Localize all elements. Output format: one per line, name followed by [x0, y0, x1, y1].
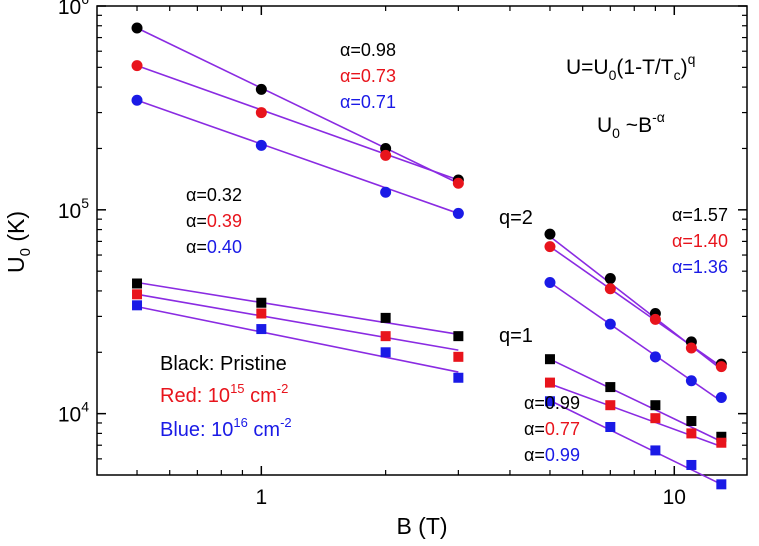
data-point-square	[132, 278, 143, 289]
alpha-group-left: α=0.32 α=0.39 α=0.40	[186, 185, 242, 257]
data-point-circle	[544, 241, 556, 253]
alpha-right-blue: α=1.36	[672, 257, 728, 277]
data-point-circle	[649, 351, 661, 363]
alpha-left-blue: α=0.40	[186, 237, 242, 257]
data-point-square	[650, 400, 661, 411]
alpha-top-red: α=0.73	[340, 66, 396, 86]
data-point-square	[686, 459, 697, 470]
data-point-square	[256, 324, 267, 335]
legend-black: Black: Pristine	[160, 353, 287, 375]
data-point-circle	[380, 186, 392, 198]
data-point-circle	[544, 276, 556, 288]
legend-red: Red: 1015 cm-2	[160, 381, 288, 407]
data-point-circle	[685, 375, 697, 387]
alpha-group-right-q2: α=1.57 α=1.40 α=1.36	[672, 205, 728, 277]
fit-line	[136, 99, 459, 215]
data-point-circle	[131, 94, 143, 106]
data-point-square	[716, 431, 727, 442]
y-tick-label: 105	[58, 195, 89, 223]
data-point-circle	[255, 83, 267, 95]
data-point-circle	[604, 318, 616, 330]
x-tick-label: 1	[255, 486, 267, 509]
y-axis-label: U0 (K)	[3, 211, 34, 273]
alpha-top-blue: α=0.71	[340, 92, 396, 112]
alpha-right-black: α=1.57	[672, 205, 728, 225]
data-point-circle	[604, 283, 616, 295]
data-point-square	[132, 300, 143, 311]
x-axis-label: B (T)	[396, 513, 447, 539]
formula-u: U=U0(1-T/Tc)q	[566, 51, 695, 83]
axis-ticks: 1 10 104 105 106	[58, 0, 747, 509]
fit-line	[136, 64, 459, 181]
legend-blue: Blue: 1016 cm-2	[160, 415, 292, 441]
data-point-square	[380, 312, 391, 323]
formula-u0: U0 ~B-α	[597, 109, 665, 141]
alpha-top-black: α=0.98	[340, 40, 396, 60]
data-point-square	[380, 331, 391, 342]
data-point-square	[544, 354, 555, 365]
data-point-square	[686, 416, 697, 427]
plot-frame	[96, 5, 748, 476]
y-tick-label: 106	[58, 0, 89, 19]
alpha-q1-red: α=0.77	[524, 419, 580, 439]
data-point-circle	[715, 361, 727, 373]
data-point-square	[453, 331, 464, 342]
data-point-square	[453, 351, 464, 362]
data-point-circle	[544, 228, 556, 240]
data-point-square	[650, 413, 661, 424]
data-point-circle	[685, 342, 697, 354]
q1-label: q=1	[499, 325, 533, 347]
data-point-square	[605, 382, 616, 393]
data-point-circle	[255, 139, 267, 151]
data-point-square	[453, 372, 464, 383]
q2-label: q=2	[499, 207, 533, 229]
alpha-right-red: α=1.40	[672, 231, 728, 251]
fit-line	[136, 305, 459, 373]
data-point-square	[256, 297, 267, 308]
data-point-circle	[452, 207, 464, 219]
alpha-q1-blue: α=0.99	[524, 445, 580, 465]
data-points	[131, 22, 727, 490]
data-point-circle	[452, 177, 464, 189]
data-point-circle	[604, 273, 616, 285]
fit-line	[549, 399, 722, 486]
data-point-circle	[380, 149, 392, 161]
data-point-square	[716, 479, 727, 490]
data-point-square	[716, 437, 727, 448]
data-point-circle	[715, 392, 727, 404]
alpha-q1-black: α=0.99	[524, 393, 580, 413]
x-tick-label: 10	[663, 486, 686, 509]
fit-line	[136, 281, 459, 336]
data-point-circle	[255, 107, 267, 119]
data-point-square	[605, 400, 616, 411]
alpha-left-red: α=0.39	[186, 211, 242, 231]
data-point-square	[256, 308, 267, 319]
data-point-square	[605, 421, 616, 432]
alpha-left-black: α=0.32	[186, 185, 242, 205]
alpha-group-right-q1: α=0.99 α=0.77 α=0.99	[524, 393, 580, 465]
alpha-group-top: α=0.98 α=0.73 α=0.71	[340, 40, 396, 112]
fit-line	[136, 293, 459, 351]
legend-text: Black: Pristine Red: 1015 cm-2 Blue: 101…	[160, 353, 292, 441]
data-point-square	[686, 428, 697, 439]
data-point-square	[544, 377, 555, 388]
y-tick-label: 104	[58, 399, 89, 427]
data-point-square	[380, 347, 391, 358]
data-point-square	[650, 445, 661, 456]
data-point-circle	[649, 313, 661, 325]
data-point-circle	[131, 60, 143, 72]
data-point-square	[544, 396, 555, 407]
data-point-square	[132, 289, 143, 300]
data-point-circle	[131, 22, 143, 34]
fit-line	[136, 27, 459, 184]
fit-line	[549, 358, 722, 443]
